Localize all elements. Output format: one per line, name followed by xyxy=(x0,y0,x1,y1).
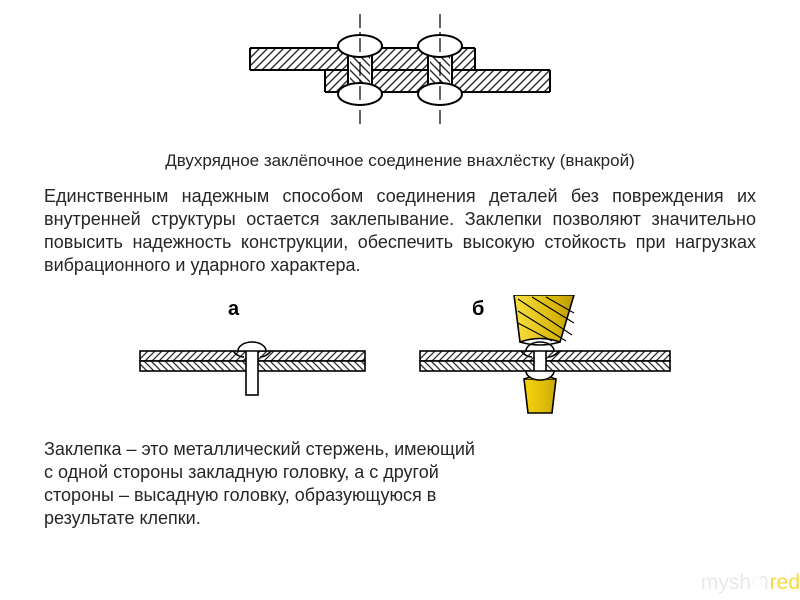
label-b: б xyxy=(472,298,484,320)
label-a: а xyxy=(228,298,240,320)
main-paragraph: Единственным надежным способом соединени… xyxy=(44,185,756,277)
watermark-part2: red xyxy=(770,571,800,594)
slide-page: Двухрядное заклёпочное соединение внахлё… xyxy=(0,0,800,600)
rivet-setting-diagram: а б xyxy=(120,295,680,415)
panel-a xyxy=(140,342,365,395)
watermark: myshាred xyxy=(701,569,800,600)
watermark-part1: myshា xyxy=(701,571,770,594)
figure-top-caption: Двухрядное заклёпочное соединение внахлё… xyxy=(44,151,756,171)
definition-paragraph: Заклепка – это металлический стержень, и… xyxy=(44,438,485,530)
figure-top-wrap xyxy=(44,6,756,141)
figure-ab-wrap: а б xyxy=(44,295,756,420)
panel-b xyxy=(420,295,670,413)
riveted-lap-joint-diagram xyxy=(230,6,570,136)
